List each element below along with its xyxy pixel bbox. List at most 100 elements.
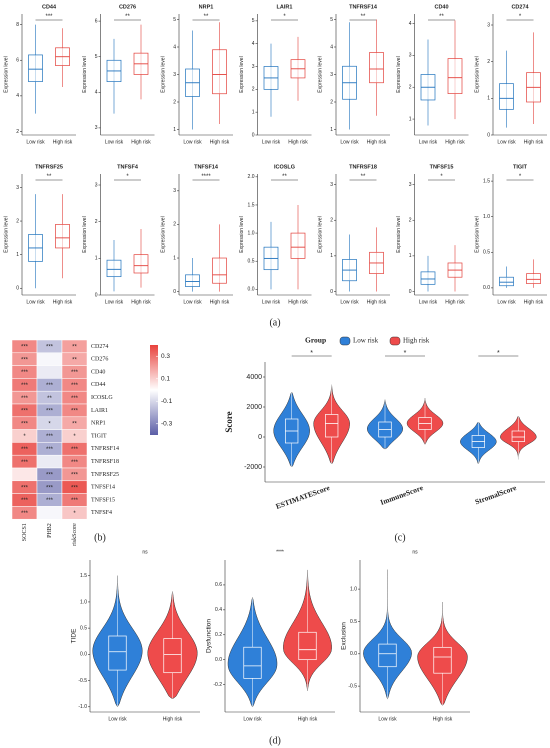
x-tick-label: Low risk: [26, 299, 45, 305]
x-tick-label: High risk: [524, 139, 544, 145]
x-tick-label: Low risk: [340, 139, 359, 145]
significance: ****: [201, 174, 211, 180]
y-tick-label: 1.0: [80, 599, 87, 605]
y-tick-label: 0: [95, 292, 98, 298]
y-tick-label: 2: [16, 129, 19, 135]
y-tick-label: 1.5: [80, 573, 87, 579]
cell-label: ***: [21, 447, 29, 453]
cell-label: **: [47, 396, 52, 402]
y-tick-label: 2: [409, 218, 412, 224]
y-tick-label: 4: [330, 44, 333, 50]
y-tick-label: 1: [16, 252, 19, 258]
y-tick-label: 1: [409, 253, 412, 259]
x-tick-label: Low risk: [497, 299, 516, 305]
y-tick-label: 2: [173, 99, 176, 105]
y-tick-label: 0.0: [350, 651, 357, 657]
box: [106, 259, 122, 278]
panel-label: (c): [394, 532, 405, 543]
y-axis-label: Expression level: [160, 216, 166, 252]
y-axis-label: Exclusion: [341, 622, 348, 650]
y-tick-label: 2: [330, 218, 333, 224]
y-tick-label: 2: [173, 222, 176, 228]
y-tick-label: 6: [16, 58, 19, 64]
box: [185, 274, 200, 287]
legend-swatch: [389, 336, 401, 346]
significance: **: [204, 14, 209, 20]
cell-label: ***: [21, 511, 29, 517]
x-tick-label: High risk: [298, 716, 318, 722]
box: [55, 224, 70, 249]
subplot-title: TIGIT: [513, 164, 528, 170]
cell-label: ***: [46, 409, 54, 415]
y-tick-label: 0: [487, 132, 490, 138]
y-axis-label: Expression level: [317, 216, 323, 252]
x-tick-label: High risk: [210, 299, 230, 305]
y-tick-label: 2: [95, 219, 98, 225]
subplot-title: CD40: [434, 4, 448, 10]
y-tick-label: 1: [252, 109, 255, 115]
x-tick-label: High risk: [131, 299, 151, 305]
legend-label: High risk: [403, 337, 430, 345]
cell-label: ***: [71, 383, 79, 389]
subplot-title: CD276: [119, 4, 136, 10]
y-axis-label: Expression level: [474, 56, 480, 92]
box: [325, 414, 339, 438]
cell-label: *: [73, 434, 76, 440]
significance: *: [497, 350, 500, 357]
y-tick-label: 3: [252, 64, 255, 70]
box: [298, 631, 317, 661]
cell-label: **: [72, 421, 77, 427]
cell-label: ***: [71, 473, 79, 479]
x-tick-label: Low risk: [497, 139, 516, 145]
y-tick-label: 3: [330, 72, 333, 78]
y-tick-label: 3: [409, 182, 412, 188]
x-tick-label: Low risk: [262, 299, 281, 305]
y-tick-label: 3: [16, 185, 19, 191]
y-tick-label: 0: [16, 286, 19, 292]
y-axis-label: Expression level: [3, 216, 9, 252]
x-tick-label: Low risk: [243, 716, 262, 722]
x-tick-label: High risk: [210, 139, 230, 145]
significance: ****: [276, 549, 284, 555]
box: [433, 646, 452, 674]
row-label: TNFSF4: [91, 510, 112, 516]
box: [369, 52, 384, 84]
row-label: CD274: [91, 344, 108, 350]
y-tick-label: 6: [95, 18, 98, 24]
y-axis-label: Expression level: [3, 56, 9, 92]
y-tick-label: 8: [16, 22, 19, 28]
cell-label: ***: [21, 498, 29, 504]
significance: **: [361, 174, 366, 180]
y-axis-label: Expression level: [239, 56, 245, 92]
y-tick-label: -0.5: [78, 678, 87, 684]
cell-label: ***: [71, 498, 79, 504]
cell-label: ***: [46, 447, 54, 453]
heatmap-cell: [61, 506, 88, 520]
y-axis-label: Dysfunction: [206, 619, 213, 653]
y-tick-label: 1: [95, 256, 98, 262]
y-axis-label: Score: [224, 411, 234, 432]
significance: ns: [142, 549, 148, 555]
y-tick-label: -0.5: [348, 683, 357, 689]
cell-label: ***: [21, 421, 29, 427]
box: [133, 254, 149, 274]
row-label: NRP1: [91, 421, 106, 427]
box: [499, 276, 514, 287]
cell-label: ***: [71, 370, 79, 376]
x-tick-label: Low risk: [108, 716, 127, 722]
y-tick-label: 3: [173, 188, 176, 194]
row-label: TIGIT: [91, 433, 107, 439]
box: [378, 643, 397, 668]
y-axis-label: Expression level: [317, 56, 323, 92]
y-tick-label: 0.0: [483, 285, 490, 291]
cell-label: ***: [21, 357, 29, 363]
column-label: SOCS1: [22, 523, 28, 541]
box: [526, 273, 541, 284]
subplot-title: LAIR1: [277, 4, 293, 10]
panel-label: (a): [269, 317, 280, 328]
significance: ns: [412, 549, 418, 555]
y-tick-label: 5: [95, 54, 98, 60]
y-tick-label: 0.5: [80, 625, 87, 631]
significance: **: [439, 14, 444, 20]
y-tick-label: -0.2: [213, 682, 222, 688]
